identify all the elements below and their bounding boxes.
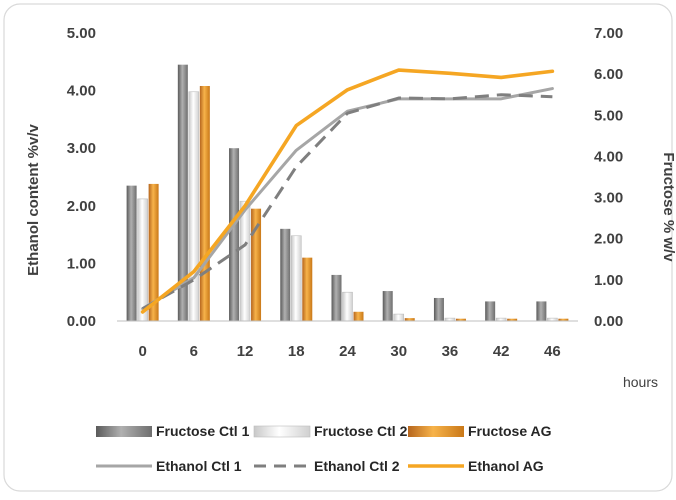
bar-fructose-ag-46 — [558, 318, 569, 321]
bar-fructose-ctl-2-12 — [239, 200, 251, 322]
y-axis-title: Ethanol content %v/v — [25, 124, 42, 276]
bar-fructose-ctl-1-24 — [331, 274, 342, 321]
x-tick-label: 30 — [390, 343, 407, 360]
y-tick-label: 1.00 — [67, 255, 96, 272]
bar-fructose-ctl-1-46 — [536, 301, 547, 321]
bar-fructose-ag-36 — [455, 318, 466, 321]
bar-fructose-ctl-1-30 — [382, 291, 393, 321]
bar-fructose-ctl-1-6 — [177, 64, 188, 322]
bar-fructose-ctl-1-42 — [485, 301, 496, 321]
bar-fructose-ctl-2-24 — [342, 291, 353, 322]
bar-fructose-ag-6 — [199, 85, 210, 321]
y2-tick-label: 5.00 — [594, 107, 623, 124]
y2-axis-title: Fructose % w/v — [660, 152, 676, 262]
y-tick-label: 3.00 — [67, 140, 96, 157]
legend-label-ethanol-ag: Ethanol AG — [468, 458, 544, 474]
x-tick-label: 24 — [339, 343, 356, 360]
x-axis-title: hours — [623, 374, 658, 390]
chart-border — [3, 3, 673, 492]
bar-fructose-ctl-2-0 — [137, 198, 148, 322]
bar-fructose-ctl-2-6 — [188, 91, 200, 322]
y2-tick-label: 0.00 — [594, 313, 623, 330]
y2-tick-label: 7.00 — [594, 25, 623, 42]
legend-swatch-fructose-ctl-2 — [253, 425, 311, 438]
x-tick-label: 42 — [493, 343, 510, 360]
bar-fructose-ag-0 — [148, 183, 159, 321]
y2-tick-label: 2.00 — [594, 231, 623, 248]
bar-fructose-ag-12 — [251, 208, 262, 321]
bar-fructose-ag-42 — [507, 318, 518, 321]
y-tick-label: 2.00 — [67, 198, 96, 215]
bar-fructose-ctl-1-36 — [433, 297, 444, 321]
bar-fructose-ctl-1-12 — [229, 148, 240, 321]
legend-label-ethanol-ctl-2: Ethanol Ctl 2 — [314, 458, 400, 474]
line-ethanol-ag — [140, 68, 555, 314]
bar-fructose-ag-30 — [404, 318, 415, 321]
bar-fructose-ctl-2-30 — [393, 313, 405, 322]
x-tick-label: 18 — [288, 343, 305, 360]
legend-swatch-fructose-ctl-1 — [96, 426, 152, 437]
y2-tick-label: 4.00 — [594, 148, 623, 165]
legend-label-ethanol-ctl-1: Ethanol Ctl 1 — [156, 458, 242, 474]
x-tick-label: 0 — [138, 343, 146, 360]
legend-swatch-fructose-ag — [408, 426, 464, 437]
bar-fructose-ctl-1-0 — [126, 185, 137, 321]
x-tick-label: 36 — [442, 343, 459, 360]
bar-fructose-ag-18 — [302, 257, 313, 321]
x-tick-label: 46 — [544, 343, 561, 360]
y2-tick-label: 3.00 — [594, 190, 623, 207]
line-ethanol-ctl-2 — [141, 93, 553, 310]
legend-label-fructose-ctl-1: Fructose Ctl 1 — [156, 423, 250, 439]
y-tick-label: 5.00 — [67, 25, 96, 42]
legend-label-fructose-ctl-2: Fructose Ctl 2 — [314, 423, 408, 439]
x-tick-label: 6 — [190, 343, 198, 360]
y-tick-label: 0.00 — [67, 313, 96, 330]
y-tick-label: 4.00 — [67, 83, 96, 100]
legend-label-fructose-ag: Fructose AG — [468, 423, 552, 439]
bar-fructose-ctl-2-18 — [290, 235, 302, 322]
x-tick-label: 12 — [237, 343, 254, 360]
bar-fructose-ctl-1-18 — [280, 228, 291, 321]
y2-tick-label: 6.00 — [594, 66, 623, 83]
y2-tick-label: 1.00 — [594, 272, 623, 289]
line-ethanol-ctl-1 — [141, 87, 554, 311]
bar-fructose-ag-24 — [353, 311, 364, 321]
